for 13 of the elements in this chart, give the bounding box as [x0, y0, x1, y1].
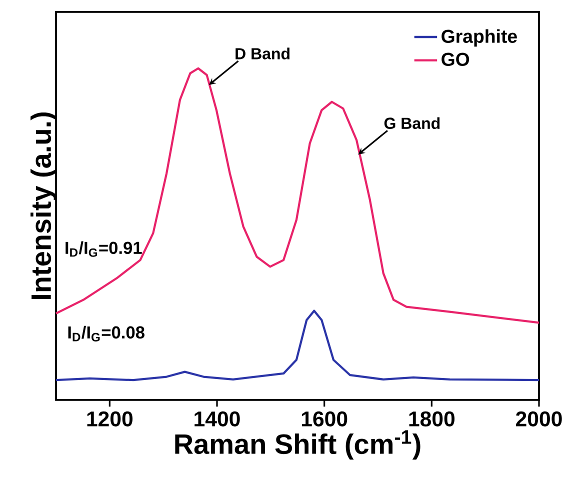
x-tick-label: 2000	[516, 411, 562, 426]
x-tick-label: 1600	[302, 411, 348, 426]
x-axis-title: Raman Shift (cm$^{-1}$)	[175, 430, 420, 460]
annotation: I$_{D}$/I$_{G}$=0.08	[68, 326, 144, 342]
annotation: D Band	[236, 48, 290, 60]
annotation: I$_{D}$/I$_{G}$=0.91	[66, 241, 142, 257]
legend-label: Graphite	[442, 29, 517, 47]
legend-label: GO	[442, 52, 470, 66]
x-tick-label: 1400	[194, 411, 240, 426]
x-tick-label: 1200	[87, 411, 133, 426]
annotation: G Band	[384, 117, 440, 129]
y-axis-title: Intensity (a.u.)	[30, 112, 57, 299]
x-tick-label: 1800	[409, 411, 454, 426]
